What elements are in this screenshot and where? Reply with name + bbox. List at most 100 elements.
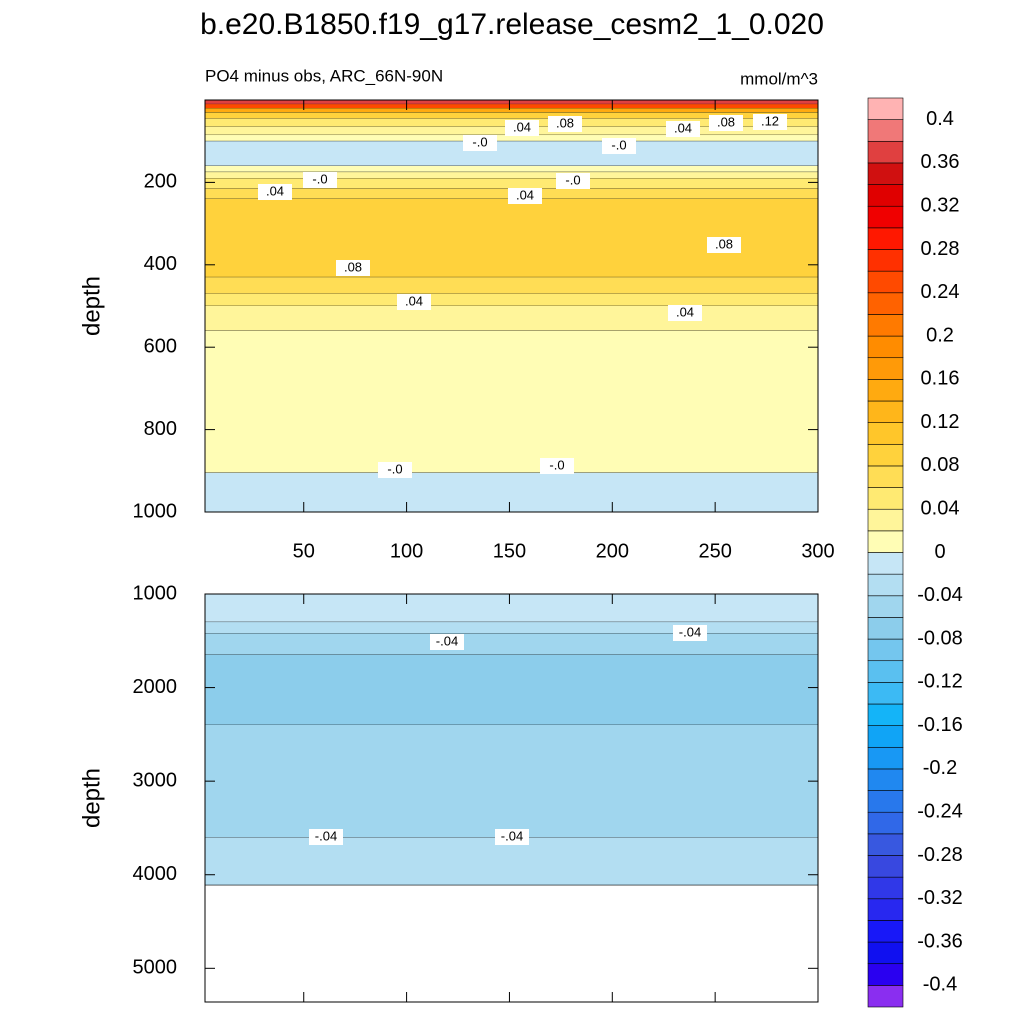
colorbar-box: [867, 573, 904, 597]
plot-frame: [204, 593, 819, 1003]
colorbar-box: [867, 508, 904, 532]
contour-label: .08: [715, 236, 733, 251]
colorbar-label: 0.08: [921, 454, 960, 476]
colorbar-box: [867, 617, 904, 640]
x-tick-label: 100: [390, 540, 423, 562]
contour-fill: [205, 654, 818, 726]
contour-label-bg: [303, 172, 337, 188]
colorbar-box: [867, 833, 904, 856]
colorbar-box: [867, 985, 904, 1008]
colorbar-box: [867, 357, 904, 380]
contour-label: -.0: [565, 172, 580, 187]
contour-label-bg: [666, 121, 700, 137]
colorbar-box: [867, 941, 904, 965]
colorbar-box: [867, 811, 904, 835]
contour-label: -.04: [679, 624, 701, 639]
contour-label: -.0: [549, 457, 564, 472]
colorbar-box: [867, 703, 904, 726]
contour-fill: [205, 104, 818, 109]
contour-label-bg: [668, 305, 702, 321]
contour-label-bg: [495, 829, 529, 845]
contour-label: -.04: [501, 828, 523, 843]
plot-frame: [204, 99, 819, 513]
contour-fill: [205, 293, 818, 306]
y-tick-label: 1000: [133, 500, 178, 522]
colorbar-label: 0.16: [921, 368, 960, 390]
contour-label: .12: [761, 113, 779, 128]
contour-label: .08: [344, 259, 362, 274]
colorbar-label: 0: [934, 541, 945, 563]
contour-fill: [205, 725, 818, 838]
x-tick-label: 50: [293, 540, 315, 562]
colorbar-box: [867, 335, 904, 359]
contour-fill: [205, 135, 818, 142]
contour-fill: [205, 112, 818, 119]
subtitle-left: PO4 minus obs, ARC_66N-90N: [205, 66, 443, 85]
colorbar-box: [867, 487, 904, 510]
contour-label-bg: [397, 294, 431, 310]
contour-label: -.04: [436, 633, 458, 648]
colorbar-box: [867, 768, 904, 791]
contour-label: .08: [556, 115, 574, 130]
contour-label: -.0: [387, 461, 402, 476]
colorbar-box: [867, 898, 904, 921]
colorbar-box: [867, 552, 904, 575]
colorbar-box: [867, 400, 904, 423]
x-tick-label: 300: [801, 540, 834, 562]
colorbar-label: 0.28: [921, 238, 960, 260]
contour-fill: [205, 100, 818, 105]
colorbar-box: [867, 162, 904, 185]
contour-label-bg: [707, 237, 741, 253]
colorbar-box: [867, 682, 904, 705]
colorbar-box: [867, 790, 904, 813]
contour-fill: [205, 165, 818, 173]
colorbar-label: -0.28: [917, 844, 963, 866]
colorbar-label: 0.24: [921, 281, 960, 303]
colorbar-label: -0.32: [917, 887, 963, 909]
y-tick-label: 4000: [133, 863, 178, 885]
colorbar-box: [867, 963, 904, 986]
colorbar-label: 0.04: [921, 497, 960, 519]
colorbar-label: -0.24: [917, 800, 963, 822]
colorbar-box: [867, 746, 904, 770]
colorbar-box: [867, 422, 904, 445]
contour-label-bg: [540, 458, 574, 474]
colorbar-box: [867, 465, 904, 488]
contour-label-bg: [556, 173, 590, 189]
colorbar-box: [867, 379, 904, 402]
contour-label-bg: [430, 634, 464, 650]
y-tick-label: 800: [144, 418, 177, 440]
colorbar-box: [867, 227, 904, 250]
colorbar-label: -0.36: [917, 930, 963, 952]
colorbar-label: 0.36: [921, 151, 960, 173]
contour-label-bg: [602, 138, 636, 154]
contour-label-bg: [753, 114, 787, 130]
colorbar-box: [867, 638, 904, 662]
colorbar-box: [867, 443, 904, 467]
chart-title: b.e20.B1850.f19_g17.release_cesm2_1_0.02…: [200, 8, 824, 41]
contour-label-bg: [309, 829, 343, 845]
colorbar-label: 0.4: [926, 108, 954, 130]
contour-fill: [205, 330, 818, 473]
contour-label-bg: [508, 188, 542, 204]
colorbar-box: [867, 205, 904, 229]
x-tick-label: 250: [698, 540, 731, 562]
x-tick-label: 150: [493, 540, 526, 562]
contour-fill: [205, 172, 818, 179]
contour-label: .04: [676, 304, 694, 319]
y-axis-title: depth: [78, 768, 105, 828]
colorbar-box: [867, 184, 904, 207]
x-tick-label: 200: [596, 540, 629, 562]
colorbar-label: -0.04: [917, 584, 963, 606]
y-tick-label: 2000: [133, 676, 178, 698]
contour-fill: [205, 277, 818, 294]
contour-label-bg: [463, 135, 497, 151]
contour-label-bg: [548, 116, 582, 132]
subtitle-right: mmol/m^3: [740, 69, 818, 88]
contour-label-bg: [505, 120, 539, 136]
y-tick-label: 5000: [133, 957, 178, 979]
contour-label: -.0: [312, 171, 327, 186]
contour-fill: [205, 141, 818, 166]
y-tick-label: 400: [144, 253, 177, 275]
contour-label: .04: [674, 120, 692, 135]
